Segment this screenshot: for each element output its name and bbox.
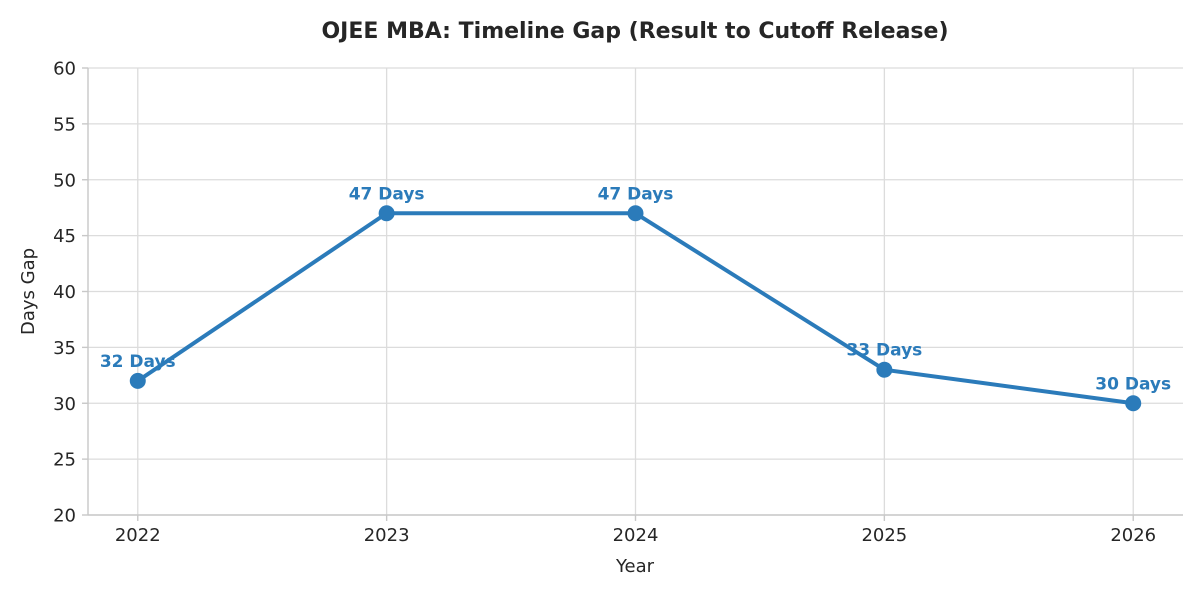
data-point-label: 47 Days [598,184,674,204]
axis-tick-marks [82,67,1134,521]
x-axis-tick-label: 2022 [115,525,161,546]
data-point-label: 33 Days [846,341,922,361]
data-point-marker [378,205,395,222]
data-point-marker [627,205,644,222]
y-axis-label: Days Gap [18,248,39,335]
y-axis-tick-label: 40 [53,282,76,303]
data-point-marker [129,372,146,389]
data-series [129,205,1142,412]
y-axis-tick-label: 55 [53,114,76,135]
y-axis-tick-label: 20 [53,506,76,527]
x-axis-label: Year [615,556,655,577]
data-point-marker [876,361,893,378]
y-axis-tick-label: 25 [53,450,76,471]
chart-title: OJEE MBA: Timeline Gap (Result to Cutoff… [321,19,948,44]
gridlines [88,67,1183,516]
data-point-labels: 32 Days 47 Days 47 Days 33 Days 30 Days [100,184,1171,394]
y-axis-tick-label: 45 [53,226,76,247]
x-axis-tick-label: 2025 [861,525,907,546]
x-axis-tick-label: 2024 [613,525,659,546]
y-axis-tick-label: 60 [53,59,76,80]
y-axis-tick-label: 30 [53,394,76,415]
x-axis-tick-label: 2023 [364,525,410,546]
y-axis-tick-label: 35 [53,338,76,359]
data-point-label: 47 Days [349,184,425,204]
y-axis-tick-label: 50 [53,170,76,191]
data-point-label: 30 Days [1095,374,1171,394]
data-point-label: 32 Days [100,352,176,372]
x-axis-tick-label: 2026 [1110,525,1156,546]
data-point-marker [1125,395,1142,412]
